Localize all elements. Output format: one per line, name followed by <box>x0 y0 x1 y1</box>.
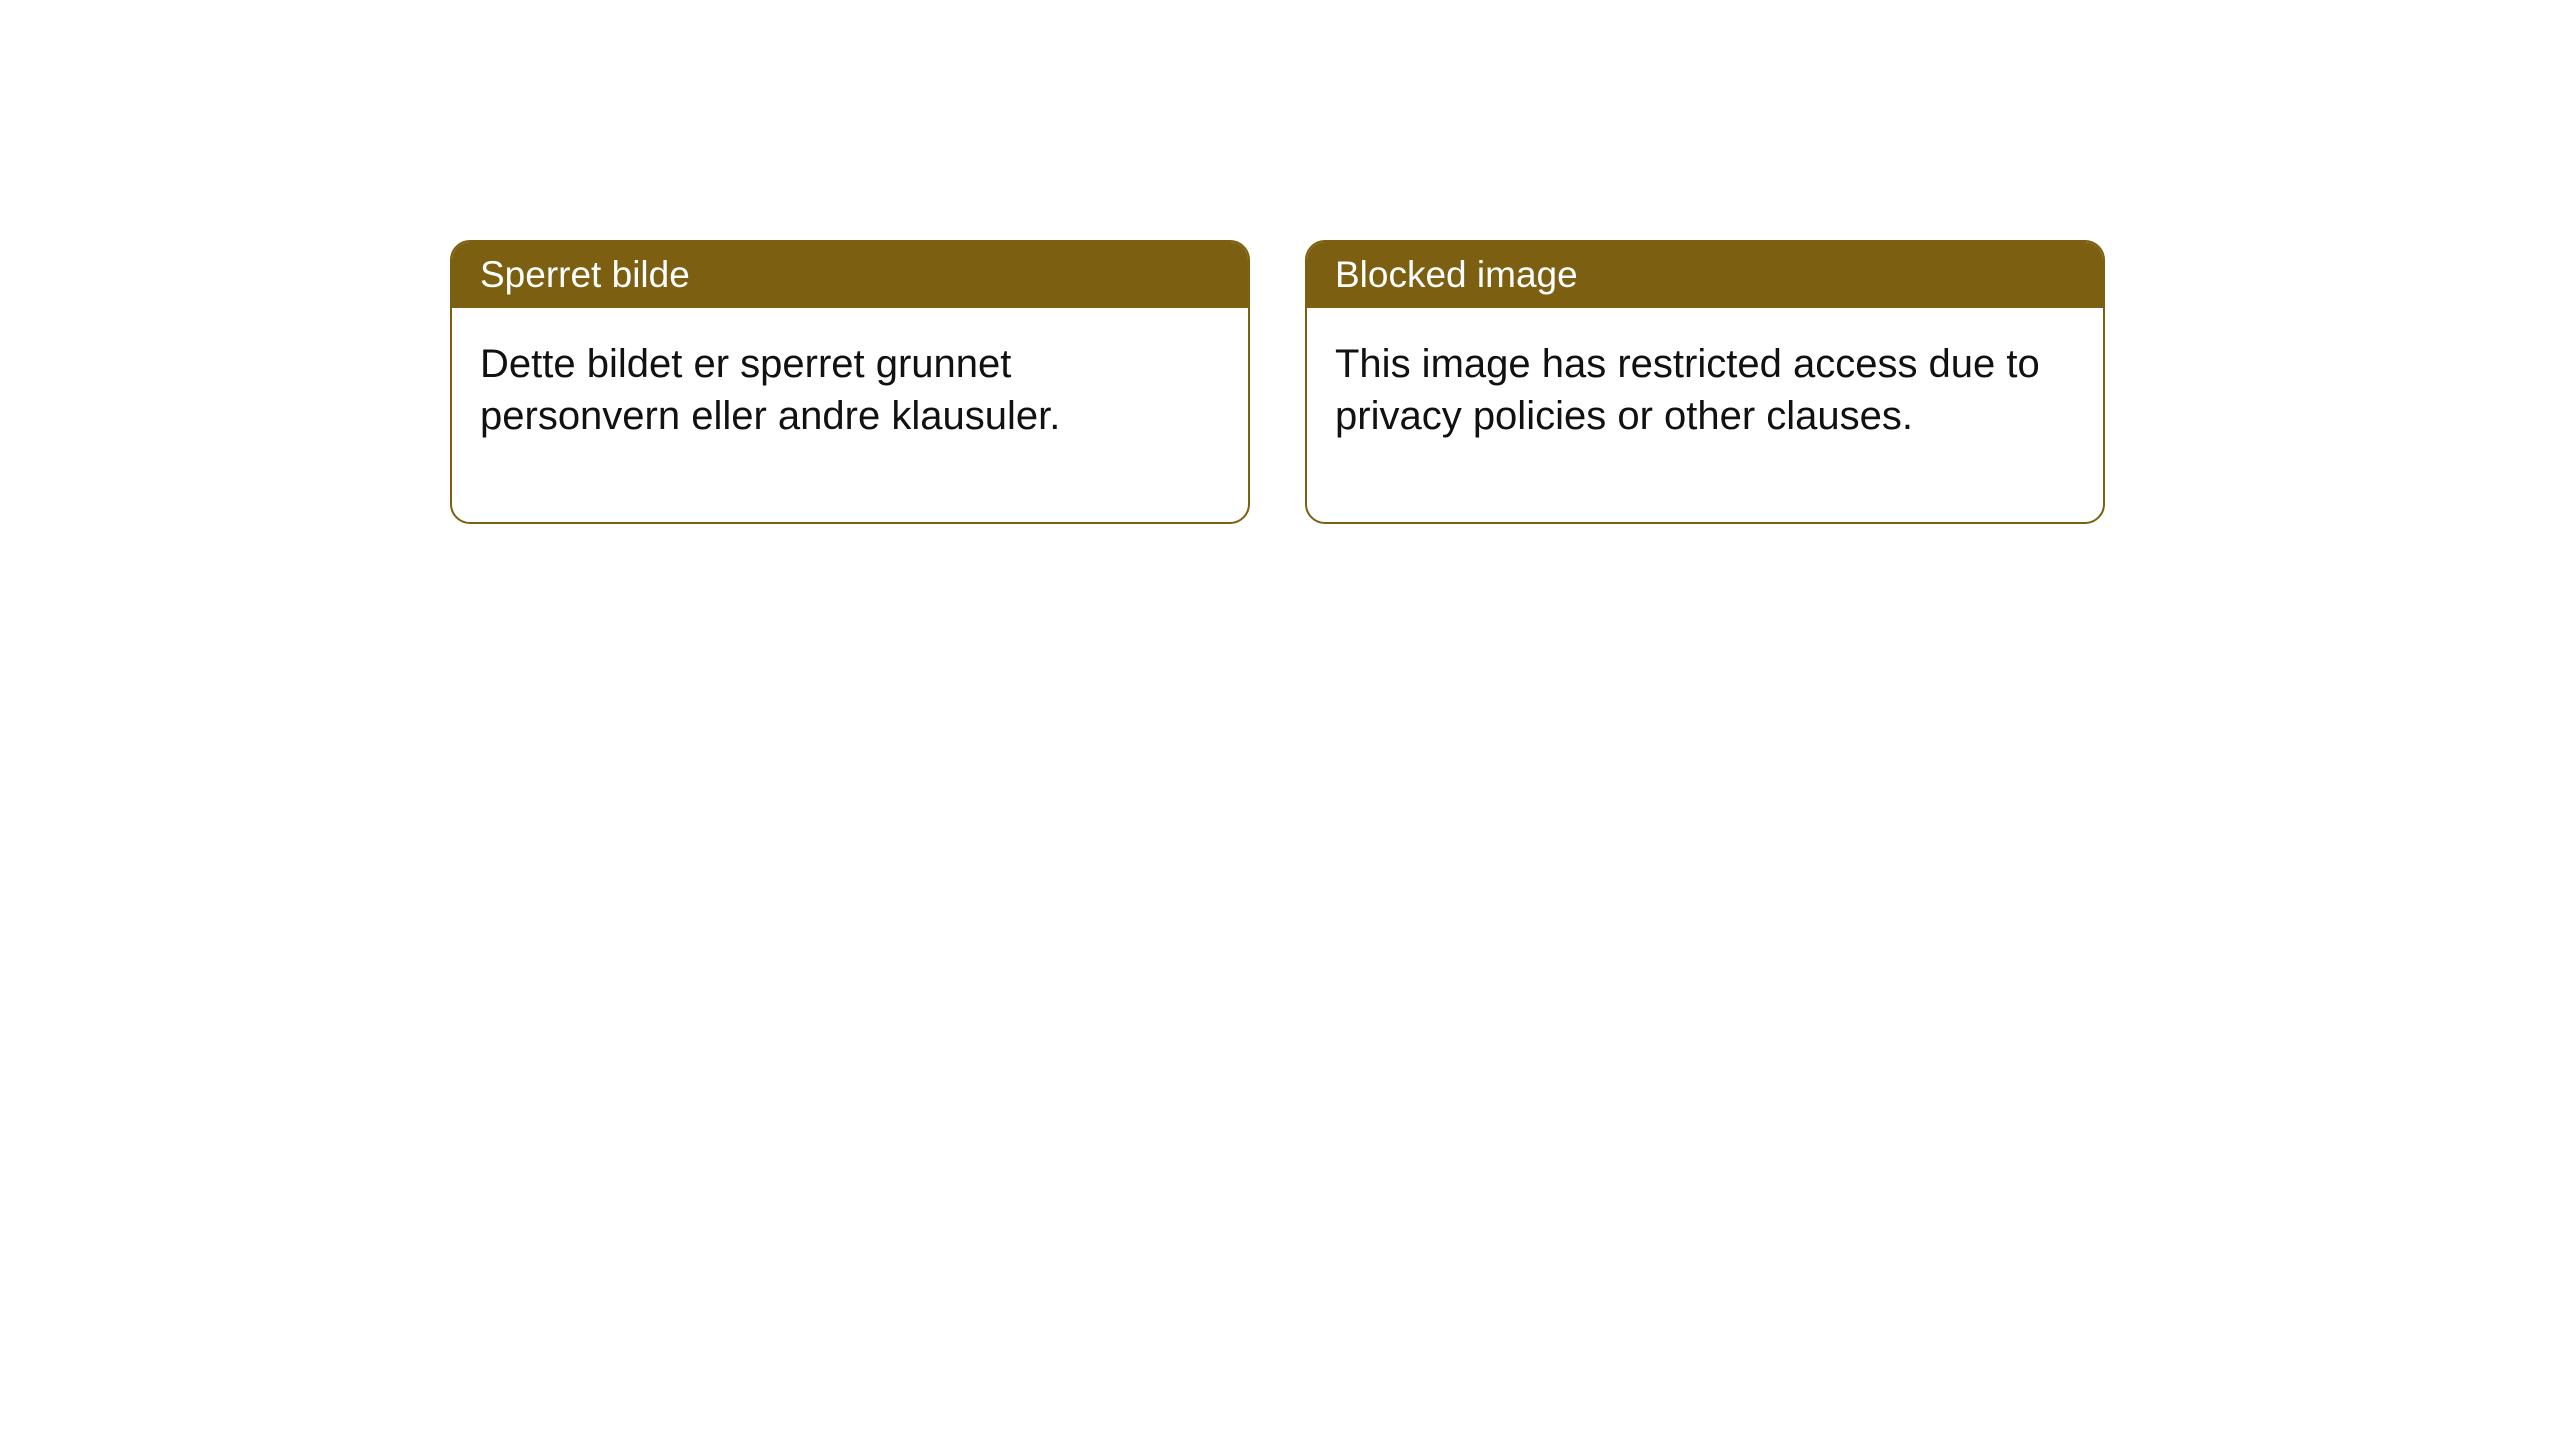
notice-header: Blocked image <box>1307 242 2103 308</box>
notice-body: Dette bildet er sperret grunnet personve… <box>452 308 1248 522</box>
notice-box-english: Blocked image This image has restricted … <box>1305 240 2105 524</box>
notice-body-text: Dette bildet er sperret grunnet personve… <box>480 342 1060 438</box>
notice-body-text: This image has restricted access due to … <box>1335 342 2040 438</box>
notice-container: Sperret bilde Dette bildet er sperret gr… <box>450 240 2105 524</box>
notice-body: This image has restricted access due to … <box>1307 308 2103 522</box>
notice-title: Blocked image <box>1335 254 1578 295</box>
notice-box-norwegian: Sperret bilde Dette bildet er sperret gr… <box>450 240 1250 524</box>
notice-header: Sperret bilde <box>452 242 1248 308</box>
notice-title: Sperret bilde <box>480 254 690 295</box>
